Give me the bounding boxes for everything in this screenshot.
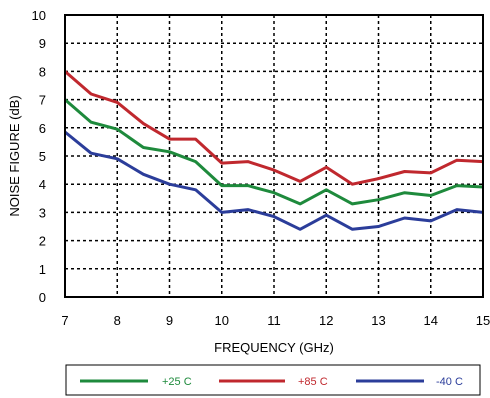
legend-entry-label: -40 C (436, 376, 463, 388)
x-tick-label: 7 (61, 313, 68, 328)
y-tick-label: 2 (39, 234, 46, 249)
series-lines (64, 70, 484, 231)
y-tick-label: 3 (39, 205, 46, 220)
y-tick-label: 10 (32, 8, 46, 23)
legend: +25 C +85 C -40 C (65, 364, 481, 396)
y-tick-label: 5 (39, 149, 46, 164)
y-tick-labels: 0 1 2 3 4 5 6 7 8 9 10 (32, 8, 46, 305)
x-tick-label: 15 (476, 313, 490, 328)
legend-entry-label: +25 C (162, 376, 192, 388)
x-tick-label: 14 (424, 313, 438, 328)
y-tick-label: 7 (39, 93, 46, 108)
y-tick-label: 0 (39, 290, 46, 305)
y-tick-label: 9 (39, 36, 46, 51)
series-line-2 (64, 130, 484, 231)
y-axis-label: NOISE FIGURE (dB) (7, 95, 22, 216)
y-tick-label: 6 (39, 121, 46, 136)
x-tick-label: 10 (215, 313, 229, 328)
plot-frame (64, 14, 484, 298)
x-tick-label: 9 (166, 313, 173, 328)
grid (65, 15, 483, 297)
y-tick-label: 1 (39, 262, 46, 277)
y-tick-label: 4 (39, 177, 46, 192)
series-line-1 (64, 70, 484, 186)
x-tick-label: 12 (319, 313, 333, 328)
y-tick-label: 8 (39, 64, 46, 79)
series-line-0 (64, 98, 484, 206)
legend-entry-label: +85 C (298, 376, 328, 388)
x-tick-label: 13 (371, 313, 385, 328)
legend-box (65, 364, 481, 396)
x-tick-label: 11 (267, 313, 281, 328)
x-tick-label: 8 (114, 313, 121, 328)
x-tick-labels: 7 8 9 10 11 12 13 14 15 (61, 313, 490, 328)
x-axis-label: FREQUENCY (GHz) (214, 340, 334, 355)
